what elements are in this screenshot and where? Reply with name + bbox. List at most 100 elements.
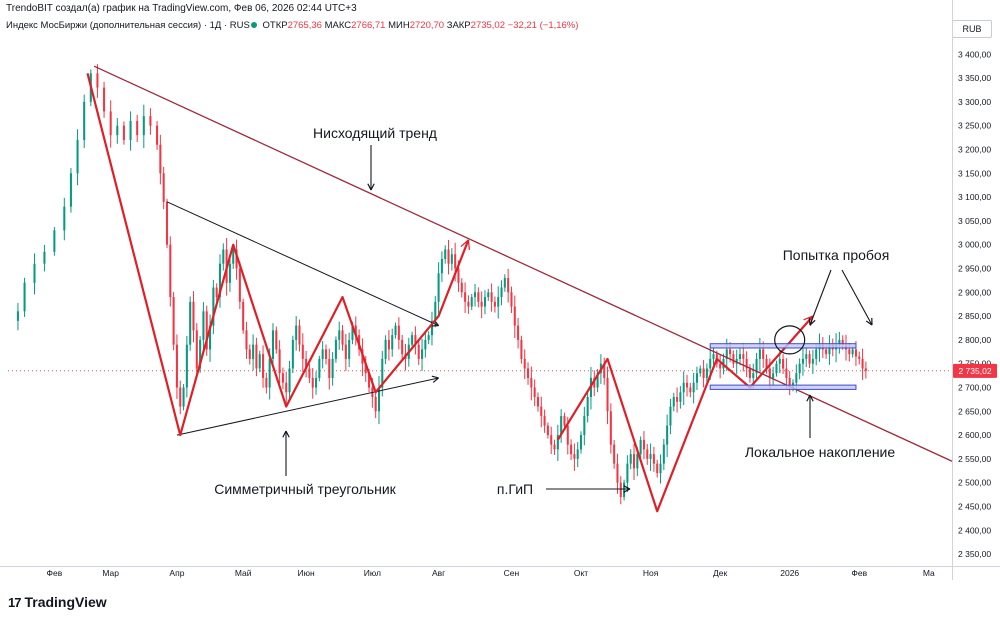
candle-body — [232, 249, 235, 264]
candle-body — [421, 349, 424, 359]
candle-body — [427, 335, 430, 340]
annotation-breakout: Попытка пробоя — [783, 247, 890, 263]
candle-body — [765, 358, 768, 369]
candle-body — [103, 87, 106, 112]
axes-layer: 3 400,00 3 350,00 3 300,00 3 250,00 3 200,00… — [0, 0, 1000, 580]
candle-body — [142, 116, 145, 136]
candle-body — [493, 301, 496, 307]
candle-body — [642, 439, 645, 450]
annotation-downtrend: Нисходящий тренд — [313, 125, 437, 141]
candle-body — [517, 325, 520, 340]
tradingview-logo[interactable]: 17 TradingView — [8, 594, 107, 610]
candle-body — [464, 292, 467, 302]
x-tick-label: Май — [235, 568, 252, 578]
candle-body — [546, 425, 549, 436]
candle-body — [530, 377, 533, 388]
breakout-arrow-left — [809, 269, 832, 326]
candle-body — [487, 292, 490, 298]
candle-body — [467, 301, 470, 307]
candle-body — [679, 392, 682, 402]
attribution-line: TrendoBIT создал(а) график на TradingVie… — [6, 3, 357, 14]
candle-body — [851, 349, 854, 355]
candle-body — [798, 363, 801, 374]
candle-body — [434, 301, 437, 321]
candle-body — [192, 301, 195, 331]
candle-body — [291, 339, 294, 369]
candle-body — [861, 358, 864, 369]
candle-body — [815, 349, 818, 359]
candle-body — [758, 349, 761, 359]
candle-body — [424, 339, 427, 350]
candle-body — [507, 278, 510, 293]
open-value: 2765,36 — [287, 20, 322, 31]
downtrend-line — [93, 65, 953, 462]
symbol-legend[interactable]: Индекс МосБиржи (дополнительная сессия) … — [6, 20, 578, 31]
candle-body — [23, 282, 26, 312]
candle-body — [315, 377, 318, 388]
symbol-name[interactable]: Индекс МосБиржи (дополнительная сессия) … — [6, 20, 250, 31]
candle-body — [510, 292, 513, 307]
candle-body — [838, 339, 841, 345]
candle-body — [440, 258, 443, 274]
x-tick-label: Фев — [851, 568, 867, 578]
y-tick-label: 3 350,00 — [958, 73, 991, 83]
candle-body — [275, 330, 278, 350]
candle-body — [295, 325, 298, 340]
candle-body — [805, 354, 808, 359]
candle-body — [63, 206, 66, 231]
candle-body — [563, 416, 566, 426]
y-tick-label: 2 500,00 — [958, 478, 991, 488]
candle-body — [636, 454, 639, 469]
candle-body — [162, 173, 165, 202]
annotation-triangle: Симметричный треугольник — [214, 481, 396, 497]
candle-body — [454, 254, 457, 269]
candle-body — [334, 339, 337, 359]
candle-body — [311, 377, 314, 388]
high-label: МАКС — [324, 20, 352, 31]
candle-body — [391, 335, 394, 350]
candle-body — [768, 368, 771, 378]
candle-body — [788, 377, 791, 388]
candle-body — [705, 368, 708, 378]
candle-body — [738, 354, 742, 359]
candle-body — [331, 358, 334, 378]
y-tick-label: 2 350,00 — [958, 549, 991, 559]
candle-body — [83, 101, 86, 140]
currency-button[interactable]: RUB — [952, 20, 992, 38]
candles-layer — [16, 64, 867, 505]
y-tick-label: 2 900,00 — [958, 287, 991, 297]
candle-body — [205, 311, 208, 350]
candle-body — [613, 444, 616, 464]
candle-body — [450, 254, 453, 264]
zigzag-line — [556, 315, 814, 513]
candle-body — [474, 292, 477, 298]
candle-body — [202, 311, 205, 340]
candle-body — [666, 425, 669, 445]
candle-body — [341, 330, 344, 345]
close-label: ЗАКР — [446, 20, 471, 31]
close-value: 2735,02 — [470, 20, 505, 31]
y-tick-label: 3 300,00 — [958, 97, 991, 107]
candle-body — [281, 373, 284, 383]
candle-body — [175, 344, 178, 388]
y-tick-label: 2 700,00 — [958, 382, 991, 392]
range-zone — [709, 384, 857, 390]
candle-body — [245, 330, 248, 350]
candle-body — [417, 344, 420, 359]
candle-body — [848, 349, 851, 355]
candle-body — [520, 339, 523, 359]
y-tick-label: 2 400,00 — [958, 525, 991, 535]
candle-body — [825, 349, 828, 355]
candle-body — [384, 339, 387, 359]
candle-body — [828, 344, 831, 355]
y-tick-label: 2 800,00 — [958, 335, 991, 345]
candle-body — [672, 397, 675, 407]
candle-body — [156, 125, 159, 145]
candle-body — [470, 297, 473, 307]
candle-body — [712, 354, 715, 359]
candle-body — [497, 297, 500, 307]
candle-body — [709, 358, 712, 369]
x-tick-label: Июн — [298, 568, 315, 578]
candle-body — [189, 301, 192, 345]
